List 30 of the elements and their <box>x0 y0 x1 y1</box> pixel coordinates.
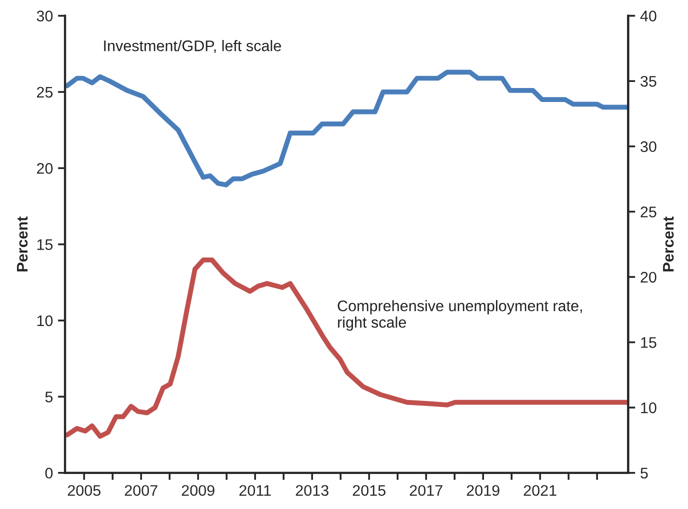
y-tick-label: 0 <box>45 468 53 479</box>
x-tick-label: 2005 <box>68 485 100 496</box>
y-tick-label: 5 <box>45 392 53 402</box>
y2-tick-label: 20 <box>640 272 656 283</box>
y-tick-label: 25 <box>36 86 53 98</box>
y2-tick-label: 10 <box>641 402 656 414</box>
series-label: Comprehensive unemployment rate, right scale <box>338 300 582 331</box>
x-tick-label: 2017 <box>410 485 442 496</box>
x-tick-label: 2011 <box>239 485 271 496</box>
y2-tick-label: 5 <box>640 468 648 479</box>
series-label: Investment/GDP, left scale <box>104 40 281 54</box>
y2-tick-label: 40 <box>640 10 656 22</box>
y-tick-label: 20 <box>36 163 53 174</box>
y2-tick-label: 30 <box>640 141 656 152</box>
line-series <box>65 70 628 188</box>
x-tick-label: 2019 <box>466 485 500 496</box>
y-tick-label: 10 <box>37 315 53 326</box>
x-tick-label: 2007 <box>124 485 158 496</box>
line-series <box>65 258 628 439</box>
y2-tick-label: 15 <box>641 337 656 348</box>
x-tick-label: 2021 <box>524 485 556 496</box>
y2-axis-title: Percent <box>663 216 674 272</box>
x-tick-label: 2009 <box>182 485 214 496</box>
x-tick-label: 2013 <box>296 485 328 496</box>
y2-tick-label: 35 <box>640 76 656 87</box>
y-axis-title: Percent <box>16 216 28 272</box>
y-tick-label: 30 <box>36 10 53 22</box>
x-tick-label: 2015 <box>352 485 386 496</box>
y2-tick-label: 25 <box>640 206 656 218</box>
y-tick-label: 15 <box>37 239 53 250</box>
